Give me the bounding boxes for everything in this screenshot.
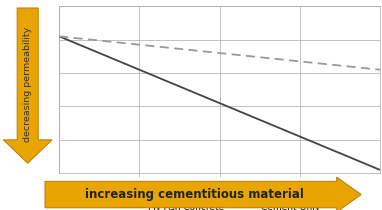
Legend: Fly Ash Concrete, Cement Only: Fly Ash Concrete, Cement Only — [116, 199, 324, 210]
FancyArrow shape — [3, 8, 52, 163]
FancyArrow shape — [45, 177, 361, 210]
Text: increasing cementitious material: increasing cementitious material — [85, 188, 304, 201]
Text: decreasing permeability: decreasing permeability — [23, 26, 32, 142]
